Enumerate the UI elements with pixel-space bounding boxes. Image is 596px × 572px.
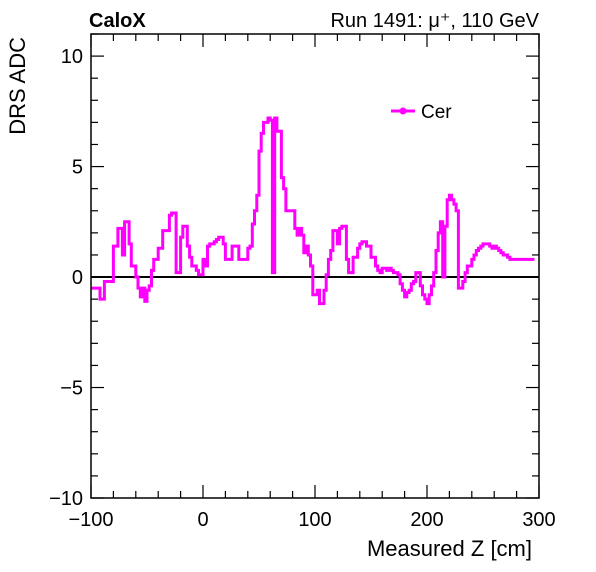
- x-tick-label: 200: [410, 509, 443, 531]
- y-tick-label: 0: [72, 267, 83, 289]
- series-line-cer: [91, 116, 535, 306]
- y-tick-label: 10: [61, 46, 83, 68]
- legend-label-cer: Cer: [421, 102, 452, 123]
- x-tick-label: −100: [68, 509, 113, 531]
- y-axis-title: DRS ADC: [5, 37, 30, 135]
- chart-header-left: CaloX: [89, 10, 146, 32]
- x-tick-label: 300: [522, 509, 555, 531]
- y-tick-label: −5: [60, 378, 83, 400]
- legend: Cer: [391, 102, 452, 123]
- x-tick-label: 100: [298, 509, 331, 531]
- y-tick-label: −10: [49, 488, 83, 510]
- x-axis-title: Measured Z [cm]: [367, 536, 532, 561]
- legend-marker-cer: [399, 107, 407, 115]
- chart-header-right: Run 1491: μ⁺, 110 GeV: [330, 10, 539, 32]
- y-tick-label: 5: [72, 157, 83, 179]
- x-tick-label: 0: [197, 509, 208, 531]
- plot-area: −100 0 100 200 300 −10 −5 0 5 10: [49, 33, 556, 531]
